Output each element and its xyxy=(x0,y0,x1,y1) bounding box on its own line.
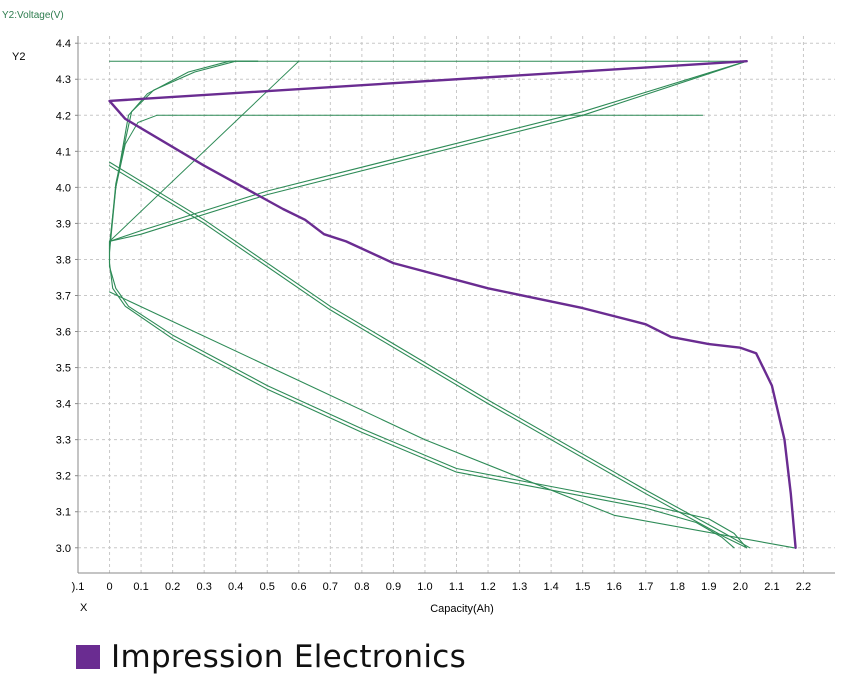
x-tick-label: 2.1 xyxy=(764,581,779,593)
y-tick-label: 4.4 xyxy=(56,38,71,50)
x-tick-label: 0 xyxy=(106,581,112,593)
y-tick-label: 3.9 xyxy=(56,218,71,230)
y-tick-label: 4.1 xyxy=(56,146,71,158)
x-tick-label: 0.1 xyxy=(133,581,148,593)
green-curve-2 xyxy=(108,60,748,549)
brand-footer: Impression Electronics xyxy=(76,636,466,678)
x-tick-label: 0.6 xyxy=(291,581,306,593)
x-tick-label: 1.6 xyxy=(607,581,622,593)
y-tick-label: 4.3 xyxy=(56,74,71,86)
y-tick-label: 3.7 xyxy=(56,290,71,302)
y-tick-label: 3.2 xyxy=(56,471,71,483)
grid xyxy=(78,36,835,573)
x-axis-name: X xyxy=(80,602,88,614)
x-tick-label: 1.5 xyxy=(575,581,590,593)
x-tick-label: 1.7 xyxy=(638,581,653,593)
x-tick-label: 1.3 xyxy=(512,581,527,593)
x-tick-label: 0.7 xyxy=(323,581,338,593)
brand-name: Impression Electronics xyxy=(111,639,467,675)
y-tick-label: 3.6 xyxy=(56,327,71,339)
y-tick-label: 4.0 xyxy=(56,182,71,194)
green-curve-3 xyxy=(108,60,748,549)
y-tick-label: 3.1 xyxy=(56,507,71,519)
x-tick-label: 2.0 xyxy=(733,581,748,593)
series-group xyxy=(108,60,797,549)
x-tick-label: 2.2 xyxy=(796,581,811,593)
x-tick-label: 1.9 xyxy=(701,581,716,593)
y-tick-label: 3.8 xyxy=(56,254,71,266)
x-tick-label: 0.8 xyxy=(354,581,369,593)
green-curve-1 xyxy=(108,161,751,549)
x-tick-label: 1.1 xyxy=(449,581,464,593)
x-tick-label: 0.4 xyxy=(228,581,243,593)
axes: ).1 0 0.1 0.2 0.3 0.4 0.5 0.6 0.7 0.8 0.9 1.0 1.1 1.2… xyxy=(56,36,835,593)
x-tick-label: 0.5 xyxy=(260,581,275,593)
x-tick-label: 1.0 xyxy=(417,581,432,593)
x-tick-label: 1.8 xyxy=(670,581,685,593)
x-tick-label: 1.4 xyxy=(543,581,558,593)
x-tick-label: 0.9 xyxy=(386,581,401,593)
y-axis-title: Y2:Voltage(V) xyxy=(2,10,64,21)
y-axis-name: Y2 xyxy=(12,51,25,63)
y-tick-label: 3.4 xyxy=(56,399,71,411)
green-curve-10 xyxy=(108,60,259,250)
y-tick-label: 4.2 xyxy=(56,110,71,122)
x-tick-label: ).1 xyxy=(72,581,85,593)
x-tick-label: 0.2 xyxy=(165,581,180,593)
x-tick-label: 1.2 xyxy=(480,581,495,593)
green-curve-0 xyxy=(108,165,748,549)
green-curve-4 xyxy=(108,291,795,549)
brand-swatch xyxy=(76,645,100,669)
x-axis-label: Capacity(Ah) xyxy=(430,603,494,615)
y-tick-label: 3.5 xyxy=(56,363,71,375)
y-tick-label: 3.0 xyxy=(56,543,71,555)
x-tick-label: 0.3 xyxy=(197,581,212,593)
y-tick-label: 3.3 xyxy=(56,435,71,447)
voltage-capacity-chart: ).1 0 0.1 0.2 0.3 0.4 0.5 0.6 0.7 0.8 0.9 1.0 1.1 1.2… xyxy=(2,10,835,615)
purple-curve-11 xyxy=(108,60,797,549)
